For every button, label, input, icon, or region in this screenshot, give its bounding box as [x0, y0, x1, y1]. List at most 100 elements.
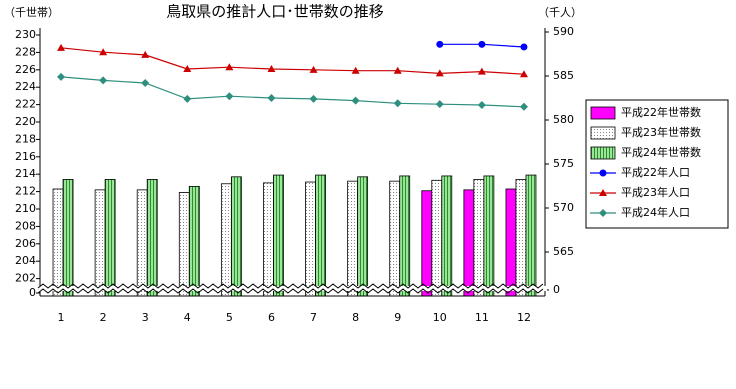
legend-label: 平成23年世帯数	[621, 125, 701, 139]
marker	[393, 99, 402, 108]
marker	[519, 70, 528, 78]
y2-tick-label: 590	[553, 25, 574, 38]
bar	[473, 179, 485, 297]
bar	[178, 192, 190, 297]
bar	[389, 180, 401, 297]
marker	[435, 100, 444, 109]
x-tick-label: 8	[352, 311, 359, 324]
marker	[141, 50, 150, 58]
marker	[57, 43, 66, 51]
bar	[104, 179, 116, 297]
bar	[52, 188, 64, 297]
x-tick-label: 4	[184, 311, 191, 324]
bar	[483, 175, 495, 297]
legend-label: 平成24年世帯数	[621, 145, 701, 159]
legend-label: 平成22年世帯数	[621, 105, 701, 119]
x-tick-label: 6	[268, 311, 275, 324]
y-tick-label: 0	[29, 286, 36, 299]
y2-tick-label: 0	[553, 283, 560, 296]
y-tick-label: 212	[15, 185, 36, 198]
y-tick-label: 228	[15, 45, 36, 58]
bar	[357, 176, 369, 297]
marker	[435, 69, 444, 77]
bar	[525, 174, 537, 297]
y-tick-label: 214	[15, 167, 36, 180]
y-tick-label: 208	[15, 219, 36, 232]
y-tick-label: 204	[15, 254, 36, 267]
y-tick-label: 226	[15, 63, 36, 76]
marker	[99, 48, 108, 56]
bar	[94, 189, 106, 297]
x-tick-label: 9	[394, 311, 401, 324]
legend-label: 平成23年人口	[621, 185, 690, 199]
marker	[309, 65, 318, 73]
y2-tick-label: 575	[553, 157, 574, 170]
legend-swatch	[590, 106, 616, 120]
bar	[399, 175, 411, 297]
legend-label: 平成22年人口	[621, 165, 690, 179]
x-tick-label: 10	[433, 311, 447, 324]
bar	[515, 179, 527, 297]
y-tick-label: 210	[15, 202, 36, 215]
legend-box	[585, 99, 729, 229]
marker	[393, 66, 402, 74]
y-axis-label: （千世帯）	[4, 6, 59, 19]
x-tick-label: 5	[226, 311, 233, 324]
marker	[141, 79, 150, 88]
chart-title: 鳥取県の推計人口･世帯数の推移	[166, 3, 384, 21]
bar	[136, 189, 148, 297]
bar	[230, 176, 242, 297]
y-tick-label: 218	[15, 132, 36, 145]
bar	[421, 190, 433, 297]
marker	[225, 92, 234, 101]
bar	[347, 180, 359, 297]
bar	[273, 174, 284, 297]
bar	[263, 182, 274, 297]
y2-tick-label: 570	[553, 201, 574, 214]
x-tick-label: 11	[475, 311, 489, 324]
bar	[188, 185, 200, 297]
legend-swatch	[590, 146, 616, 160]
x-tick-label: 3	[142, 311, 149, 324]
marker	[599, 169, 607, 177]
axis-break	[37, 288, 544, 294]
marker	[183, 64, 192, 72]
bar	[441, 175, 453, 297]
bar	[431, 179, 443, 297]
x-tick-label: 7	[310, 311, 317, 324]
marker	[99, 76, 108, 85]
x-tick-label: 1	[58, 311, 65, 324]
legend-swatch	[590, 126, 616, 140]
marker	[519, 102, 528, 111]
marker	[599, 189, 607, 196]
bar	[146, 179, 158, 297]
marker	[309, 94, 318, 103]
legend-label: 平成24年人口	[621, 205, 690, 219]
marker	[225, 63, 234, 71]
axis-break-gap	[38, 286, 547, 291]
y-tick-label: 230	[15, 28, 36, 41]
y-tick-label: 222	[15, 98, 36, 111]
x-tick-label: 12	[517, 311, 531, 324]
y2-tick-label: 565	[553, 245, 574, 258]
y-tick-label: 206	[15, 237, 36, 250]
bar	[505, 188, 517, 297]
bar	[220, 183, 232, 297]
marker	[599, 209, 607, 217]
x-tick-label: 2	[100, 311, 107, 324]
marker	[436, 40, 444, 48]
marker	[520, 43, 528, 51]
y2-tick-label: 585	[553, 69, 574, 82]
bar	[305, 181, 316, 297]
bar	[315, 174, 326, 297]
marker	[183, 94, 192, 103]
marker	[477, 101, 486, 110]
bar	[463, 189, 475, 297]
marker	[267, 64, 276, 72]
y-tick-label: 202	[15, 272, 36, 285]
axis-break	[37, 283, 544, 289]
y2-axis-label: （千人）	[538, 6, 582, 19]
line	[60, 47, 525, 75]
y-tick-label: 220	[15, 115, 36, 128]
